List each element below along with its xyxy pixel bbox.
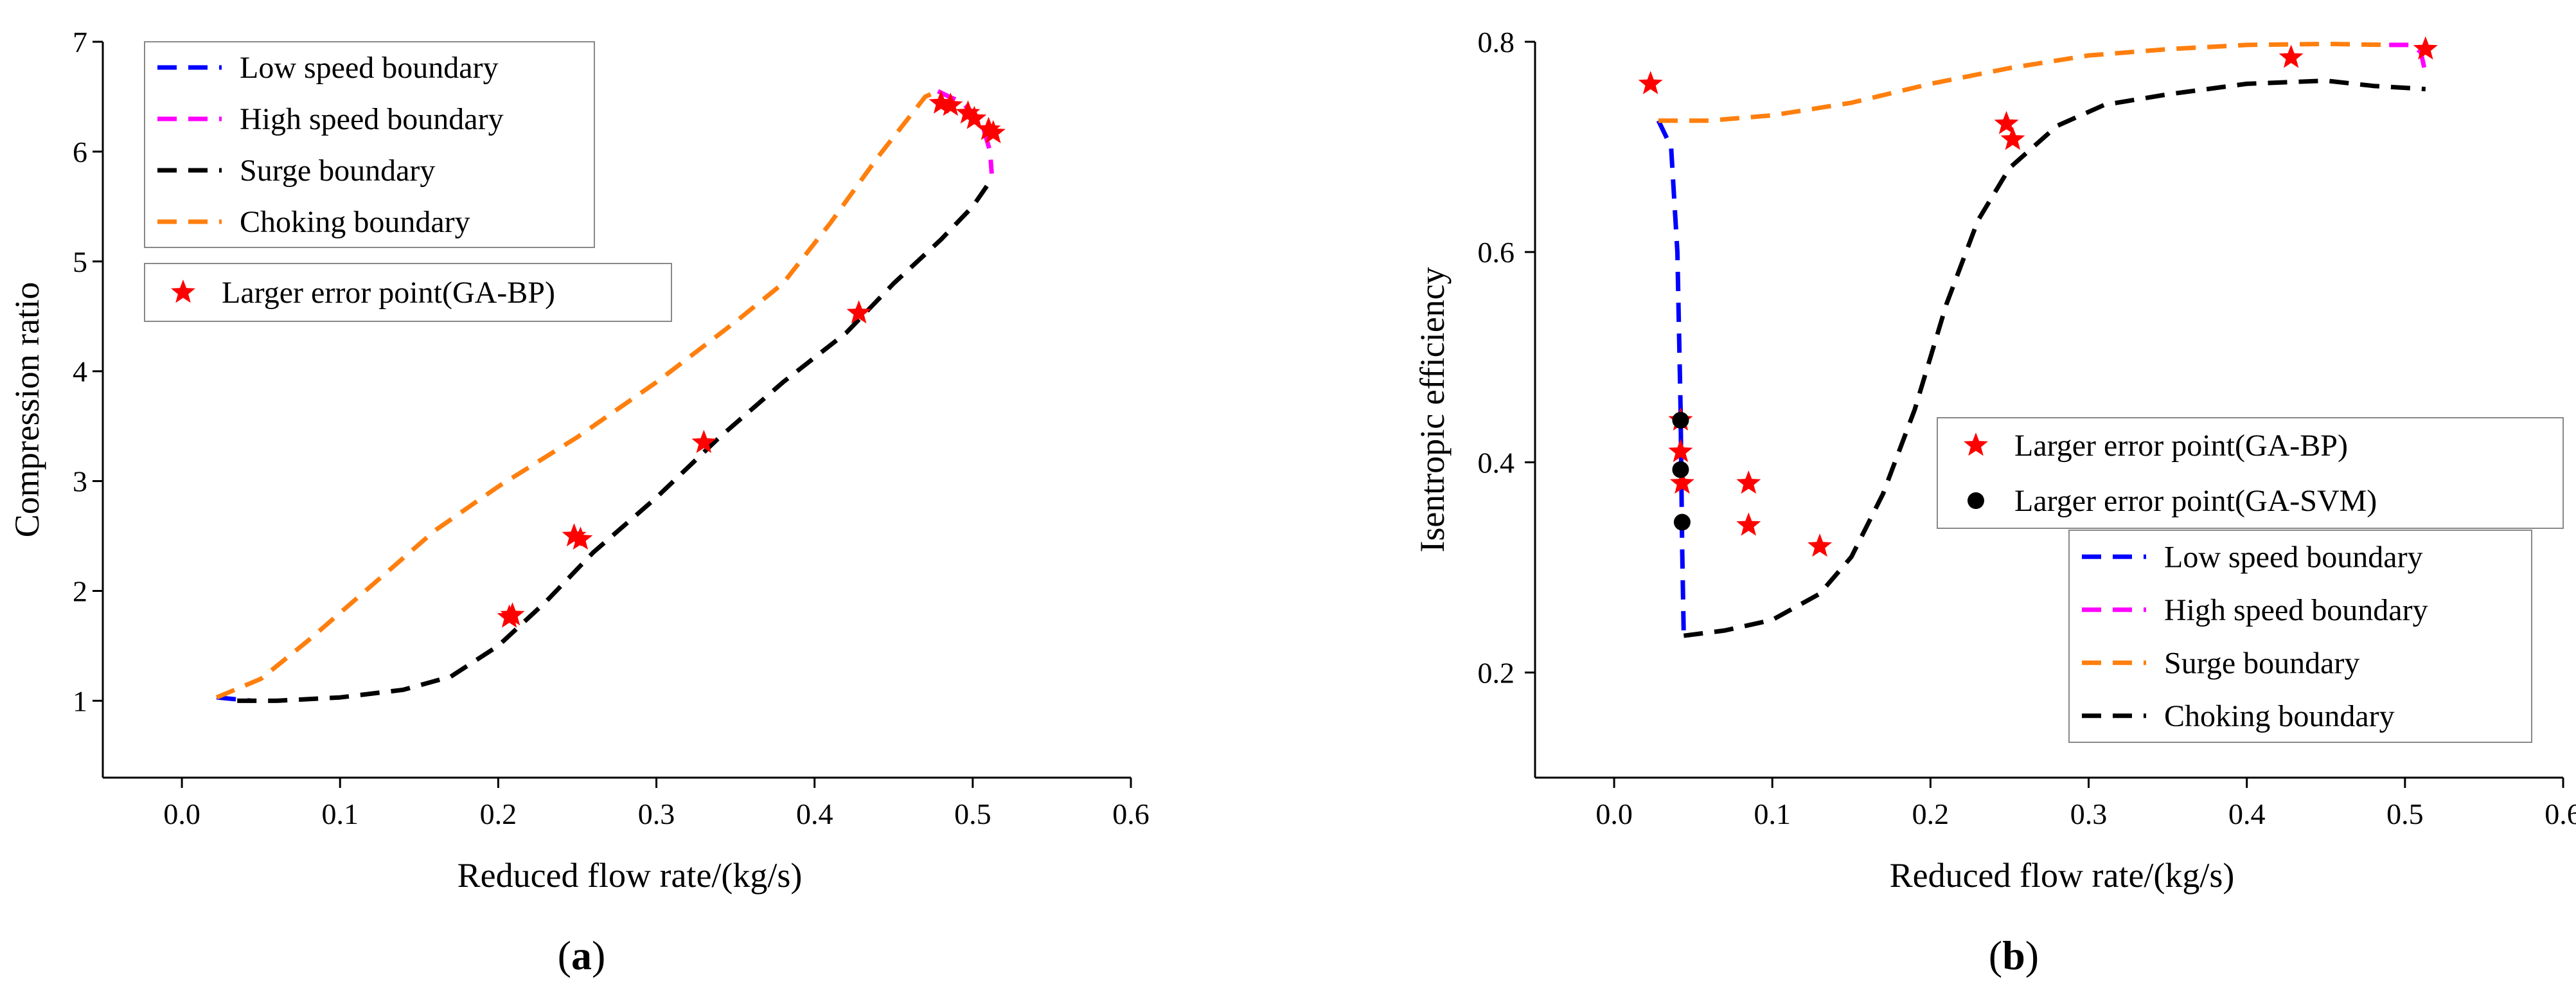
pb-series-line <box>1683 78 2426 638</box>
pb-error-star-marker <box>1668 438 1693 463</box>
pa-legend-label: High speed boundary <box>240 102 504 136</box>
pb-error-circle-marker <box>1672 461 1689 478</box>
pa-series-line <box>237 177 994 703</box>
pa-x-tick-label: 0.3 <box>638 798 675 830</box>
pb-legend-label: Low speed boundary <box>2164 540 2423 574</box>
pb-y-tick-label: 0.8 <box>1478 26 1515 58</box>
pb-legend-label: Larger error point(GA-SVM) <box>2014 484 2377 518</box>
panel-b-chart: 0.0 0.1 0.2 0.3 0.4 0.5 0.6 0.2 0.4 0.6 0.8 Reduced… <box>1413 26 2576 978</box>
pa-y-tick-label: 2 <box>73 575 87 607</box>
pa-error-star-marker <box>500 602 525 626</box>
pb-legend-box <box>2068 530 2532 743</box>
pa-legend-star-swatch <box>171 280 195 303</box>
pa-x-tick-label: 0.5 <box>954 798 991 830</box>
pb-x-tick-label: 0.1 <box>1754 798 1791 830</box>
pa-error-star-marker <box>938 93 963 116</box>
pb-y-axis-title: Isentropic efficiency <box>1413 267 1452 552</box>
pa-y-tick-label: 4 <box>73 355 87 388</box>
pb-error-star-marker <box>1808 533 1833 557</box>
pa-y-tick-label: 1 <box>73 684 87 717</box>
pa-legend-label: Choking boundary <box>240 205 470 239</box>
pa-y-axis-title: Compression ratio <box>8 282 46 537</box>
pb-error-star-marker <box>2413 36 2438 60</box>
pb-error-star-marker <box>1736 512 1761 536</box>
pa-x-axis-title: Reduced flow rate/(kg/s) <box>457 856 803 895</box>
pa-y-tick-label: 6 <box>73 136 87 168</box>
pa-x-tick-label: 0.2 <box>480 798 517 830</box>
pa-y-tick-label: 5 <box>73 246 87 278</box>
pa-error-star-marker <box>691 429 716 453</box>
pb-series-line <box>1656 120 1686 636</box>
pa-error-star-marker <box>955 100 981 124</box>
pa-legend-label: Surge boundary <box>240 154 435 188</box>
pb-error-star-marker <box>1669 470 1694 494</box>
pb-panel-caption: (b) <box>1989 933 2039 978</box>
pb-x-tick-label: 0.2 <box>1912 798 1950 830</box>
pb-x-axis-title: Reduced flow rate/(kg/s) <box>1890 856 2235 895</box>
pb-legend-label: Surge boundary <box>2164 646 2359 680</box>
pa-legend-label: Low speed boundary <box>240 51 499 85</box>
pa-legend-error-points: Larger error point(GA-BP) <box>144 263 672 322</box>
pb-error-star-marker <box>2278 44 2304 68</box>
pb-x-tick-label: 0.4 <box>2228 798 2266 830</box>
pb-legend-boundaries: Low speed boundary High speed boundary Sur… <box>2068 530 2532 743</box>
pa-legend-label: Larger error point(GA-BP) <box>222 276 555 310</box>
pb-y-tick-label: 0.6 <box>1478 236 1515 269</box>
pb-y-tick-label: 0.4 <box>1478 446 1515 479</box>
pb-series-line <box>1658 41 2390 123</box>
pa-x-tick-label: 0.6 <box>1112 798 1150 830</box>
pa-x-tick-label: 0.4 <box>796 798 833 830</box>
pb-legend-circle-swatch <box>1968 492 1984 509</box>
pb-error-star-marker <box>2000 127 2025 150</box>
pa-series-line <box>215 89 939 700</box>
pa-series-line <box>216 695 252 703</box>
pb-x-tick-label: 0.5 <box>2386 798 2424 830</box>
pa-error-star-marker <box>846 300 871 324</box>
pb-error-star-marker <box>1994 111 2019 134</box>
pb-y-tick-label: 0.2 <box>1478 656 1515 689</box>
pb-error-star-marker <box>1736 470 1761 494</box>
pb-legend-label: Choking boundary <box>2164 699 2395 733</box>
pb-error-circle-marker <box>1673 513 1691 531</box>
pb-legend-label: Larger error point(GA-BP) <box>2014 429 2348 463</box>
pb-x-tick-label: 0.6 <box>2545 798 2576 830</box>
pb-legend-label: High speed boundary <box>2164 593 2428 627</box>
pa-panel-caption: (a) <box>558 933 606 978</box>
pa-error-star-marker <box>976 116 1001 140</box>
pb-legend-error-points: Larger error point(GA-BP) Larger error po… <box>1937 417 2564 529</box>
pa-error-star-marker <box>981 120 1006 143</box>
pa-legend-box <box>144 263 672 322</box>
pa-legend-boundaries: Low speed boundary High speed boundary Sur… <box>144 41 595 248</box>
pb-error-star-marker <box>1638 71 1663 94</box>
pa-x-tick-label: 0.0 <box>163 798 200 830</box>
pb-x-tick-label: 0.3 <box>2070 798 2108 830</box>
pa-y-tick-label: 3 <box>73 465 87 498</box>
pa-error-star-marker <box>568 526 593 550</box>
pa-error-star-marker <box>562 523 587 547</box>
pa-error-star-marker <box>962 105 987 129</box>
pa-legend-box <box>144 41 595 248</box>
pb-error-circle-marker <box>1672 411 1689 429</box>
pb-x-tick-label: 0.0 <box>1595 798 1633 830</box>
pb-series-line <box>2389 42 2428 74</box>
pa-x-tick-label: 0.1 <box>321 798 359 830</box>
panel-a-chart: 0.0 0.1 0.2 0.3 0.4 0.5 0.6 1 2 3 4 5 6 7 Reduced flow… <box>8 26 1150 978</box>
pa-y-tick-label: 7 <box>73 26 87 58</box>
pb-legend-star-swatch <box>1964 433 1988 456</box>
pb-legend-box <box>1937 417 2564 529</box>
